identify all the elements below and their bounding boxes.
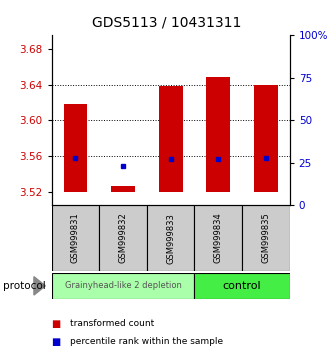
Text: percentile rank within the sample: percentile rank within the sample	[70, 337, 223, 346]
Text: transformed count: transformed count	[70, 319, 154, 329]
Bar	[64, 104, 87, 192]
Text: GSM999834: GSM999834	[214, 213, 223, 263]
Text: GSM999835: GSM999835	[261, 213, 270, 263]
Bar	[206, 78, 230, 192]
Text: GSM999833: GSM999833	[166, 213, 175, 263]
Text: GSM999832: GSM999832	[119, 213, 128, 263]
Text: protocol: protocol	[3, 281, 46, 291]
Text: ■: ■	[52, 319, 61, 329]
Bar	[194, 273, 290, 299]
Bar	[159, 86, 182, 192]
Text: Grainyhead-like 2 depletion: Grainyhead-like 2 depletion	[65, 281, 181, 290]
Text: GDS5113 / 10431311: GDS5113 / 10431311	[92, 16, 241, 30]
Bar	[147, 205, 194, 271]
Bar	[242, 205, 290, 271]
Text: ■: ■	[52, 337, 61, 347]
Bar	[52, 273, 194, 299]
Bar	[99, 205, 147, 271]
Polygon shape	[34, 277, 45, 295]
Bar	[194, 205, 242, 271]
Text: control: control	[223, 281, 261, 291]
Bar	[111, 185, 135, 192]
Bar	[254, 85, 278, 192]
Text: GSM999831: GSM999831	[71, 213, 80, 263]
Bar	[52, 205, 99, 271]
